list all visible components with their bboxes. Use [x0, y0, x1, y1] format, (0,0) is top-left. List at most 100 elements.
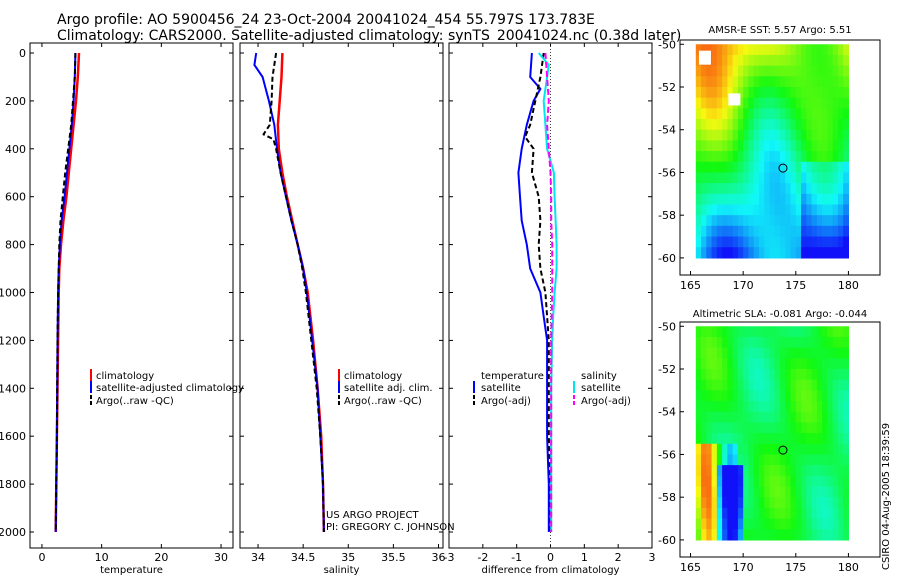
heatmap-cell: [837, 422, 844, 434]
heatmap-cell: [722, 369, 728, 381]
heatmap-cell: [769, 422, 776, 434]
heatmap-cell: [743, 433, 750, 445]
heatmap-cell: [706, 529, 713, 541]
x-tick-label: 2: [615, 551, 622, 564]
heatmap-cell: [785, 379, 792, 391]
heatmap-cell: [701, 204, 707, 216]
heatmap-cell: [711, 411, 718, 424]
heatmap-cell: [727, 54, 734, 67]
heatmap-cell: [785, 497, 792, 509]
heatmap-cell: [764, 336, 771, 349]
heatmap-cell: [801, 443, 807, 456]
heatmap-cell: [769, 475, 776, 488]
x-tick-label: 165: [680, 561, 701, 574]
heatmap-cell: [785, 225, 792, 238]
heatmap-cell: [706, 443, 713, 456]
heatmap-cell: [790, 454, 797, 466]
heatmap-cell: [832, 204, 839, 216]
heatmap-cell: [706, 475, 713, 488]
heatmap-cell: [695, 204, 702, 216]
heatmap-cell: [811, 129, 818, 142]
heatmap-cell: [816, 119, 823, 131]
heatmap-cell: [727, 129, 734, 142]
y-tick-label: -60: [658, 252, 676, 265]
heatmap-cell: [785, 475, 792, 488]
heatmap-cell: [753, 465, 760, 477]
heatmap-cell: [832, 507, 839, 520]
heatmap-cell: [764, 225, 771, 238]
heatmap-cell: [822, 507, 828, 520]
heatmap-cell: [706, 379, 713, 391]
heatmap-cell: [753, 247, 760, 259]
heatmap-cell: [801, 76, 807, 88]
difference-legend: temperature satellite Argo(-adj) salinit…: [473, 371, 631, 407]
heatmap-cell: [764, 529, 771, 541]
heatmap-cell: [743, 97, 750, 109]
heatmap-cell: [832, 225, 839, 238]
legend-label-climatology: climatology: [96, 371, 154, 382]
heatmap-cell: [758, 497, 765, 509]
heatmap-cell: [816, 140, 823, 152]
heatmap-cell: [816, 326, 823, 338]
heatmap-cell: [706, 193, 713, 206]
heatmap-cell: [774, 401, 781, 413]
heatmap-cell: [727, 172, 734, 184]
heatmap-cell: [758, 97, 765, 109]
heatmap-cell: [790, 215, 797, 227]
heatmap-cell: [758, 401, 765, 413]
heatmap-cell: [816, 379, 823, 391]
heatmap-cell: [743, 193, 750, 206]
heatmap-cell: [758, 336, 765, 349]
heatmap-cell: [801, 369, 807, 381]
heatmap-cell: [732, 336, 739, 349]
heatmap-cell: [827, 140, 834, 152]
heatmap-cell: [758, 379, 765, 391]
heatmap-cell: [743, 129, 750, 142]
heatmap-cell: [785, 326, 792, 338]
heatmap-cell: [737, 65, 744, 77]
heatmap-cell: [816, 454, 823, 466]
heatmap-cell: [822, 379, 828, 391]
heatmap-cell: [737, 193, 744, 206]
heatmap-cell: [816, 497, 823, 509]
heatmap-cell: [722, 443, 728, 456]
heatmap-cell: [774, 486, 781, 498]
heatmap-cell: [801, 336, 807, 349]
heatmap-cell: [806, 336, 813, 349]
heatmap-cell: [801, 108, 807, 120]
heatmap-cell: [769, 443, 776, 456]
heatmap-cell: [785, 54, 792, 67]
heatmap-cell: [837, 54, 844, 67]
heatmap-cell: [780, 140, 786, 152]
heatmap-cell: [843, 65, 850, 77]
heatmap-cell: [827, 507, 834, 520]
heatmap-cell: [748, 336, 755, 349]
heatmap-cell: [837, 247, 844, 259]
heatmap-cell: [758, 518, 765, 530]
heatmap-cell: [843, 119, 850, 131]
heatmap-cell: [837, 204, 844, 216]
x-tick-label: 34: [251, 551, 265, 564]
x-tick-label: 175: [785, 561, 806, 574]
heatmap-cell: [795, 507, 802, 520]
heatmap-cell: [811, 465, 818, 477]
salinity-panel: 34 34.5 35 35.5 36 salinity: [239, 42, 445, 576]
heatmap-cell: [732, 108, 739, 120]
heatmap-cell: [727, 529, 734, 541]
heatmap-cell: [695, 161, 702, 174]
heatmap-cell: [737, 140, 744, 152]
heatmap-cell: [843, 236, 850, 248]
heatmap-cell: [780, 507, 786, 520]
heatmap-cell: [722, 497, 728, 509]
heatmap-cell: [795, 433, 802, 445]
heatmap-cell: [785, 369, 792, 381]
heatmap-cell: [706, 215, 713, 227]
heatmap-cell: [764, 151, 771, 163]
heatmap-cell: [769, 204, 776, 216]
heatmap-cell: [795, 172, 802, 184]
heatmap-cell: [695, 507, 702, 520]
heatmap-cell: [753, 108, 760, 120]
heatmap-cell: [806, 529, 813, 541]
heatmap-cell: [769, 379, 776, 391]
heatmap-cell: [748, 204, 755, 216]
